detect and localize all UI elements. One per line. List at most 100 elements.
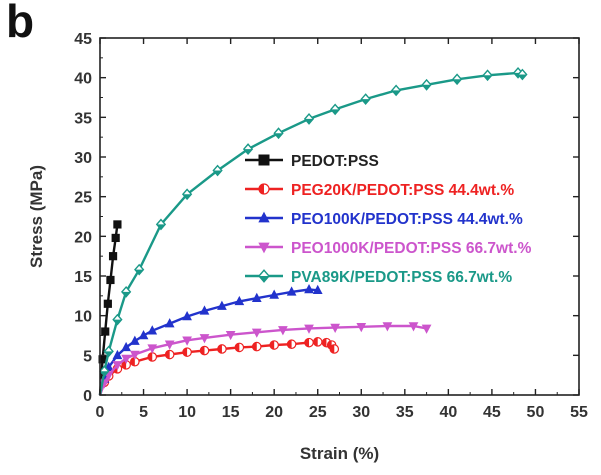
data-point <box>421 78 432 91</box>
data-point <box>199 334 210 344</box>
data-point <box>121 354 131 364</box>
legend-marker <box>258 242 270 254</box>
legend-marker <box>258 154 270 166</box>
data-point <box>138 330 149 340</box>
panel-label: b <box>6 0 35 47</box>
data-point <box>121 341 131 352</box>
data-point <box>155 218 167 231</box>
legend: PEDOT:PSS PEG20K/PEDOT:PSS 44.4wt.% PEO100… <box>245 153 532 286</box>
data-point <box>304 337 314 348</box>
data-point <box>303 113 315 125</box>
data-point <box>286 339 297 350</box>
data-point <box>181 188 193 201</box>
legend-entry: PEG20K/PEDOT:PSS 44.4wt.% <box>245 182 514 199</box>
data-point <box>234 295 245 306</box>
data-point <box>329 344 340 354</box>
data-point <box>360 93 371 105</box>
data-point <box>251 328 262 338</box>
data-point <box>112 313 123 326</box>
data-point <box>120 285 132 298</box>
data-point <box>164 340 175 350</box>
data-point <box>242 143 254 155</box>
x-tick-label: 45 <box>483 404 501 421</box>
axes: 0 5 10 15 20 25 30 35 40 45 50 55 0 5 10 15 20 25 30 35 40 45 <box>74 31 588 421</box>
legend-entry: PEO100K/PEDOT:PSS 44.4wt.% <box>245 211 523 228</box>
data-point <box>269 289 280 299</box>
legend-marker <box>258 269 270 283</box>
data-point <box>312 284 323 295</box>
data-point <box>103 299 112 308</box>
data-point <box>304 284 314 294</box>
data-point <box>112 361 123 371</box>
series-line <box>98 71 523 396</box>
data-point <box>147 344 158 354</box>
data-point <box>182 310 192 321</box>
x-tick-label: 5 <box>139 404 148 421</box>
x-tick-label: 50 <box>527 404 545 421</box>
data-point <box>304 324 314 334</box>
legend-label: PEG20K/PEDOT:PSS 44.4wt.% <box>291 182 514 199</box>
y-tick-label: 45 <box>74 31 92 48</box>
plot-area <box>98 67 528 396</box>
data-point <box>382 322 393 332</box>
data-point <box>356 323 367 333</box>
legend-marker <box>258 183 270 195</box>
y-tick-label: 10 <box>74 309 92 326</box>
data-point <box>269 340 279 350</box>
data-point <box>234 342 245 353</box>
data-point <box>408 322 419 332</box>
x-tick-label: 0 <box>96 404 105 421</box>
data-point <box>101 327 110 336</box>
data-point <box>108 252 118 261</box>
y-tick-label: 0 <box>83 388 92 405</box>
data-point <box>312 337 323 347</box>
data-point <box>212 164 223 177</box>
data-point <box>182 347 192 357</box>
x-tick-label: 25 <box>309 404 327 421</box>
data-point <box>217 344 227 354</box>
data-point <box>164 349 175 360</box>
data-point <box>112 349 123 360</box>
y-axis-label: Stress (MPa) <box>27 165 46 268</box>
data-point <box>130 356 140 367</box>
x-tick-label: 15 <box>222 404 240 421</box>
x-tick-label: 55 <box>570 404 588 421</box>
legend-label: PEO100K/PEDOT:PSS 44.4wt.% <box>291 211 523 228</box>
data-point <box>451 73 463 86</box>
y-tick-label: 35 <box>74 110 92 127</box>
legend-entry: PVA89K/PEDOT:PSS 66.7wt.% <box>245 269 512 286</box>
data-point <box>111 233 120 243</box>
legend-label: PVA89K/PEDOT:PSS 66.7wt.% <box>291 269 512 286</box>
series-2 <box>98 284 323 396</box>
data-point <box>199 305 210 315</box>
x-axis-label: Strain (%) <box>300 444 379 463</box>
y-tick-label: 30 <box>74 150 92 167</box>
x-tick-label: 40 <box>439 404 457 421</box>
data-point <box>278 326 288 336</box>
series-line <box>98 324 427 396</box>
data-point <box>134 263 145 276</box>
data-point <box>106 275 115 285</box>
data-point <box>199 345 210 356</box>
y-tick-label: 5 <box>83 348 92 365</box>
y-tick-label: 15 <box>74 269 92 286</box>
series-3 <box>98 322 432 396</box>
x-tick-label: 10 <box>178 404 196 421</box>
data-point <box>129 350 140 361</box>
y-tick-label: 40 <box>74 71 92 88</box>
x-tick-label: 20 <box>265 404 283 421</box>
legend-label: PEDOT:PSS <box>291 153 379 170</box>
data-point <box>182 336 192 346</box>
data-point <box>103 345 114 358</box>
data-point <box>225 330 236 341</box>
data-point <box>421 324 432 334</box>
data-point <box>330 103 341 116</box>
legend-marker <box>258 211 270 223</box>
data-point <box>99 365 110 378</box>
x-tick-label: 30 <box>352 404 370 421</box>
x-tick-label: 35 <box>396 404 414 421</box>
series-4 <box>98 67 528 396</box>
data-point <box>390 84 402 97</box>
data-point <box>251 292 262 302</box>
